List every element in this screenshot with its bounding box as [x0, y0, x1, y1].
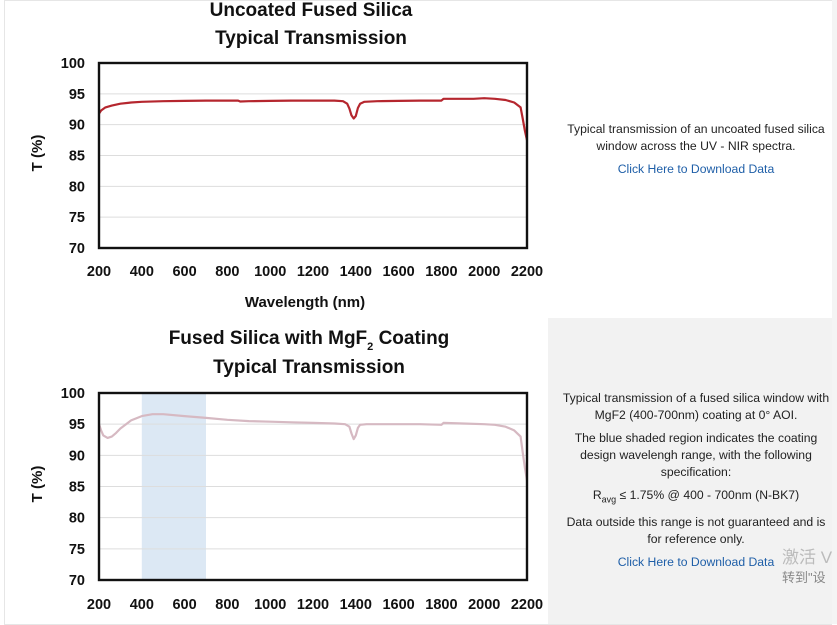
product-row-mgf2: Fused Silica with MgF2 Coating Typical T…: [4, 318, 832, 625]
chart-title-line1: Uncoated Fused Silica: [210, 1, 413, 21]
x-tick-label: 400: [130, 597, 154, 613]
description-cell-uncoated: Typical transmission of an uncoated fuse…: [548, 1, 832, 319]
watermark-line1: 激活 V: [782, 548, 833, 567]
y-tick-label: 95: [69, 87, 85, 103]
y-tick-label: 85: [69, 149, 85, 165]
scrollbar[interactable]: [832, 0, 837, 624]
x-tick-label: 2000: [468, 264, 500, 280]
series-line: [97, 413, 529, 481]
x-tick-label: 1600: [382, 597, 414, 613]
product-row-uncoated: Uncoated Fused Silica Typical Transmissi…: [4, 0, 832, 320]
chart-title-line2: Typical Transmission: [213, 357, 405, 378]
y-tick-label: 100: [61, 56, 85, 72]
y-tick-label: 90: [69, 118, 85, 134]
y-axis-title: T (%): [29, 466, 46, 503]
x-tick-label: 1600: [382, 264, 414, 280]
description-text: Typical transmission of a fused silica w…: [562, 391, 830, 422]
y-tick-label: 75: [69, 210, 85, 226]
y-tick-label: 100: [61, 386, 85, 402]
description-cell-mgf2: Typical transmission of a fused silica w…: [548, 318, 832, 624]
description-text: Typical transmission of an uncoated fuse…: [567, 122, 825, 153]
x-tick-label: 200: [87, 597, 111, 613]
y-tick-label: 80: [69, 511, 85, 527]
x-tick-label: 1200: [297, 264, 329, 280]
x-tick-label: 1800: [425, 264, 457, 280]
chart-title-line1: Fused Silica with MgF2 Coating: [169, 328, 450, 353]
x-tick-label: 600: [172, 264, 196, 280]
x-tick-label: 800: [215, 597, 239, 613]
x-axis-title: Wavelength (nm): [245, 294, 365, 311]
chart-title-line2: Typical Transmission: [215, 28, 407, 49]
y-tick-label: 70: [69, 573, 85, 589]
x-tick-label: 600: [172, 597, 196, 613]
chart-cell-uncoated: Uncoated Fused Silica Typical Transmissi…: [4, 1, 549, 319]
plot-frame: [97, 391, 529, 582]
shaded-region-text: The blue shaded region indicates the coa…: [574, 431, 818, 479]
download-data-link[interactable]: Click Here to Download Data: [617, 555, 775, 570]
x-tick-label: 400: [130, 264, 154, 280]
activation-watermark: 激活 V 转到"设: [782, 548, 832, 588]
y-tick-label: 90: [69, 448, 85, 464]
y-tick-label: 95: [69, 417, 85, 433]
series-line: [98, 97, 529, 141]
y-axis-title: T (%): [29, 135, 46, 172]
x-tick-label: 1400: [340, 264, 372, 280]
x-tick-label: 1200: [297, 597, 329, 613]
note-text: Data outside this range is not guarantee…: [566, 515, 826, 547]
download-data-link[interactable]: Click Here to Download Data: [617, 162, 775, 176]
chart-mgf2-transmission: Fused Silica with MgF2 Coating Typical T…: [29, 328, 543, 613]
x-tick-label: 2000: [468, 597, 500, 613]
y-tick-label: 70: [69, 241, 85, 257]
x-tick-label: 2200: [511, 264, 543, 280]
spec-text: Ravg ≤ 1.75% @ 400 - 700nm (N-BK7): [592, 488, 800, 505]
y-tick-label: 75: [69, 542, 85, 558]
description-uncoated: Typical transmission of an uncoated fuse…: [560, 121, 832, 184]
x-tick-label: 2200: [511, 597, 543, 613]
x-tick-label: 1800: [425, 597, 457, 613]
x-tick-label: 1400: [340, 597, 372, 613]
chart-uncoated-transmission: Uncoated Fused Silica Typical Transmissi…: [29, 1, 543, 311]
chart-cell-mgf2: Fused Silica with MgF2 Coating Typical T…: [4, 318, 549, 624]
x-tick-label: 800: [215, 264, 239, 280]
plot-frame: [97, 61, 529, 250]
watermark-line2: 转到"设: [782, 570, 826, 585]
y-tick-label: 85: [69, 480, 85, 496]
x-tick-label: 1000: [254, 264, 286, 280]
x-tick-label: 1000: [254, 597, 286, 613]
x-tick-label: 200: [87, 264, 111, 280]
description-mgf2: Typical transmission of a fused silica w…: [560, 390, 832, 577]
y-tick-label: 80: [69, 179, 85, 195]
